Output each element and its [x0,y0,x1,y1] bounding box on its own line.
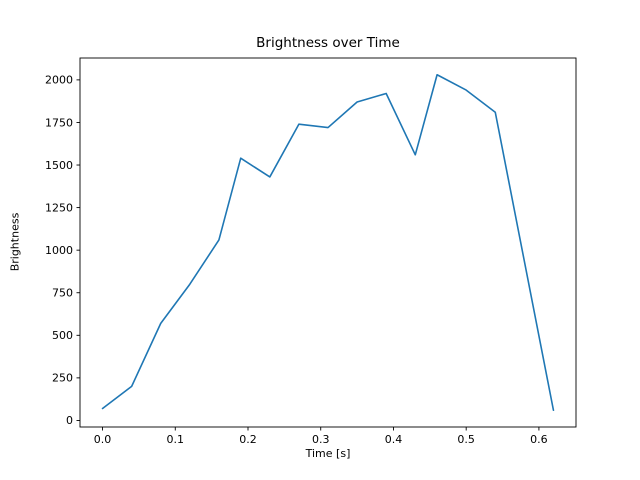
svg-text:0: 0 [66,414,73,427]
svg-text:0.0: 0.0 [94,433,112,446]
svg-text:1750: 1750 [45,116,73,129]
svg-text:0.1: 0.1 [167,433,185,446]
svg-text:1250: 1250 [45,201,73,214]
svg-text:0.4: 0.4 [385,433,403,446]
svg-text:1500: 1500 [45,159,73,172]
svg-text:0.6: 0.6 [530,433,548,446]
svg-text:500: 500 [52,329,73,342]
chart-title: Brightness over Time [256,35,400,51]
svg-text:0.3: 0.3 [312,433,330,446]
svg-text:250: 250 [52,372,73,385]
svg-text:0.2: 0.2 [239,433,257,446]
svg-text:1000: 1000 [45,244,73,257]
svg-text:2000: 2000 [45,74,73,87]
x-axis-label: Time [s] [305,447,351,460]
svg-text:0.5: 0.5 [457,433,475,446]
svg-text:750: 750 [52,287,73,300]
